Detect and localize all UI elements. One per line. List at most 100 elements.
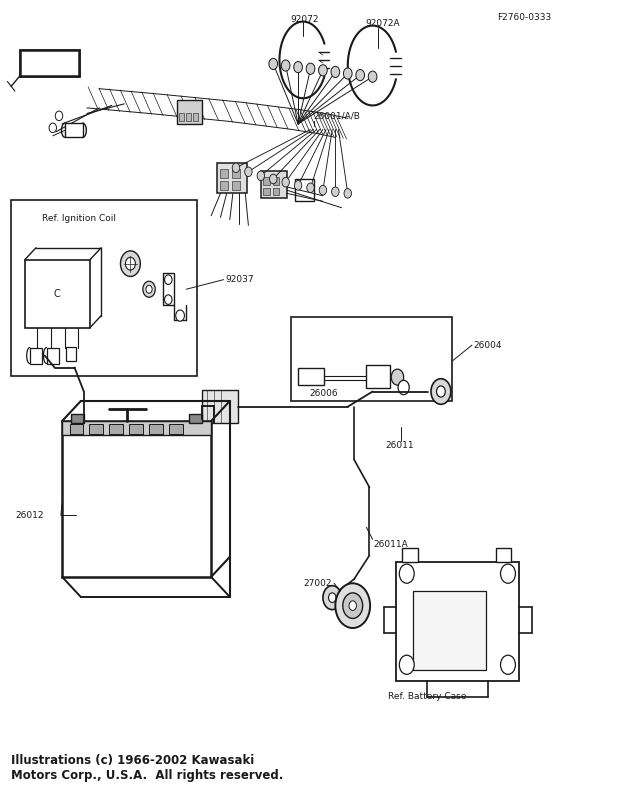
Bar	[220, 181, 228, 190]
Text: F2760-0333: F2760-0333	[497, 13, 551, 22]
Bar	[71, 414, 84, 423]
Bar	[186, 113, 191, 121]
Bar	[202, 390, 238, 423]
Bar	[25, 260, 90, 328]
Bar	[149, 424, 163, 434]
Text: FRONT: FRONT	[29, 58, 69, 68]
Circle shape	[176, 310, 184, 321]
Text: 26001/A/B: 26001/A/B	[314, 111, 360, 121]
Bar	[62, 421, 211, 577]
Circle shape	[399, 564, 414, 583]
Text: 92037: 92037	[225, 275, 254, 284]
Bar	[129, 424, 143, 434]
Text: 26011A: 26011A	[374, 540, 409, 550]
Text: 92072: 92072	[291, 14, 319, 24]
Circle shape	[323, 586, 342, 610]
Bar	[220, 169, 228, 178]
Circle shape	[143, 281, 155, 297]
Bar	[70, 424, 83, 434]
Bar	[193, 113, 198, 121]
Circle shape	[55, 111, 63, 121]
Bar	[66, 347, 76, 361]
Circle shape	[343, 593, 363, 618]
Circle shape	[165, 295, 172, 304]
Circle shape	[329, 593, 336, 602]
Bar	[232, 181, 240, 190]
Bar	[20, 50, 79, 76]
Circle shape	[281, 60, 290, 71]
Text: Ref. Battery Case: Ref. Battery Case	[388, 692, 466, 702]
Circle shape	[257, 171, 265, 181]
Circle shape	[399, 655, 414, 674]
Circle shape	[335, 583, 370, 628]
Circle shape	[49, 123, 57, 133]
Circle shape	[331, 66, 340, 78]
Circle shape	[245, 167, 252, 177]
Text: 92072A: 92072A	[365, 19, 400, 29]
Circle shape	[431, 379, 451, 404]
Circle shape	[307, 183, 314, 193]
Circle shape	[343, 68, 352, 79]
Bar	[263, 188, 270, 195]
Bar	[177, 100, 202, 124]
Bar	[109, 424, 123, 434]
Circle shape	[344, 189, 351, 198]
Circle shape	[125, 257, 135, 270]
Bar	[163, 273, 174, 305]
Bar	[402, 548, 418, 562]
Bar	[261, 171, 287, 198]
Bar	[179, 113, 184, 121]
Circle shape	[294, 62, 302, 73]
Circle shape	[306, 63, 315, 74]
Text: 26011: 26011	[386, 440, 414, 450]
Circle shape	[282, 177, 289, 187]
Bar	[263, 177, 270, 185]
Bar	[273, 177, 279, 185]
Bar	[11, 200, 197, 376]
Circle shape	[294, 181, 302, 190]
Bar	[47, 348, 59, 364]
Bar	[291, 317, 452, 401]
Circle shape	[120, 251, 140, 276]
Circle shape	[391, 369, 404, 385]
Circle shape	[165, 275, 172, 284]
Circle shape	[146, 285, 152, 293]
Circle shape	[270, 174, 277, 184]
Circle shape	[332, 187, 339, 197]
Bar	[30, 348, 42, 364]
Bar	[366, 365, 390, 388]
Bar	[189, 414, 202, 423]
Bar	[273, 188, 279, 195]
Text: C: C	[54, 289, 60, 299]
Text: 26004: 26004	[474, 340, 502, 350]
Circle shape	[398, 380, 409, 395]
Bar	[217, 163, 247, 193]
Circle shape	[356, 70, 365, 81]
Circle shape	[437, 386, 445, 397]
Circle shape	[319, 65, 327, 76]
Bar	[298, 368, 324, 385]
Text: 26006: 26006	[309, 388, 338, 398]
Text: 27002: 27002	[303, 578, 332, 588]
Bar	[396, 562, 519, 681]
Circle shape	[319, 185, 327, 195]
Bar	[295, 179, 314, 201]
Circle shape	[501, 564, 515, 583]
Bar	[413, 591, 486, 670]
Circle shape	[269, 58, 278, 70]
Bar	[232, 169, 240, 178]
Bar	[62, 421, 211, 435]
Text: Illustrations (c) 1966-2002 Kawasaki: Illustrations (c) 1966-2002 Kawasaki	[11, 754, 255, 767]
Bar	[89, 424, 103, 434]
Bar	[169, 424, 183, 434]
Bar	[496, 548, 511, 562]
Circle shape	[368, 71, 377, 82]
Circle shape	[232, 163, 240, 173]
Circle shape	[349, 601, 356, 610]
Bar	[20, 50, 79, 76]
Text: Motors Corp., U.S.A.  All rights reserved.: Motors Corp., U.S.A. All rights reserved…	[11, 769, 284, 781]
Bar	[65, 123, 83, 137]
Text: Ref. Ignition Coil: Ref. Ignition Coil	[42, 214, 116, 224]
Text: 26012: 26012	[16, 511, 44, 520]
Circle shape	[501, 655, 515, 674]
